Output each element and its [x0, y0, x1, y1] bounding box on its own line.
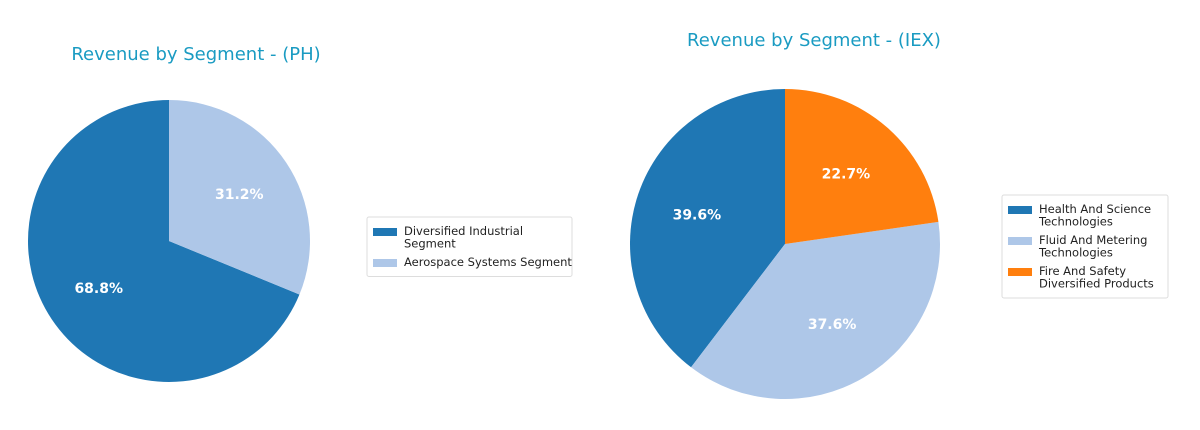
- ph-pie-labels: 68.8% 31.2%: [74, 187, 263, 297]
- pie-pct-label: 39.6%: [673, 207, 722, 223]
- legend-label: Aerospace Systems Segment: [404, 255, 572, 269]
- legend-frame: [1001, 194, 1169, 299]
- pie-slice-health-and-science-technologies: [629, 88, 785, 368]
- pie-pct-label: 22.7%: [822, 167, 871, 183]
- pie-pct-label: 31.2%: [215, 187, 264, 203]
- pie-pct-label: 37.6%: [808, 317, 857, 333]
- legend-label: Diversified Products: [1039, 277, 1154, 291]
- iex-pie-slices: [629, 88, 940, 400]
- pie-pct-label: 68.8%: [74, 281, 123, 297]
- legend-swatch: [1008, 268, 1032, 276]
- ph-pie-slices: [28, 99, 310, 382]
- iex-pie-labels: 39.6% 37.6% 22.7%: [673, 167, 871, 333]
- pie-slice-aerospace-systems-segment: [169, 99, 310, 295]
- legend-swatch: [1008, 206, 1032, 214]
- legend-item-aerospace-systems-segment: Aerospace Systems Segment: [373, 255, 572, 269]
- ph-pie-chart: Revenue by Segment - (PH) 68.8% 31.2% Div…: [28, 44, 573, 382]
- iex-chart-title: Revenue by Segment - (IEX): [687, 30, 941, 51]
- legend-label: Diversified Industrial: [404, 224, 523, 238]
- legend-label: Health And Science: [1039, 202, 1151, 216]
- ph-chart-title: Revenue by Segment - (PH): [71, 44, 320, 65]
- legend-swatch: [373, 228, 397, 236]
- pie-slice-fluid-and-metering-technologies: [691, 221, 940, 400]
- pie-slice-diversified-industrial-segment: [28, 100, 300, 382]
- legend-label: Segment: [404, 237, 456, 251]
- legend-label: Technologies: [1038, 246, 1113, 260]
- iex-pie-chart: Revenue by Segment - (IEX) 39.6% 37.6% 22.…: [629, 30, 1169, 400]
- legend-label: Fluid And Metering: [1039, 233, 1147, 247]
- legend-swatch: [1008, 237, 1032, 245]
- legend-swatch: [373, 259, 397, 267]
- legend-label: Fire And Safety: [1039, 264, 1126, 278]
- legend-label: Technologies: [1038, 215, 1113, 229]
- pie-slice-fire-and-safety-diversified-products: [785, 89, 939, 244]
- legend-frame: [366, 216, 573, 277]
